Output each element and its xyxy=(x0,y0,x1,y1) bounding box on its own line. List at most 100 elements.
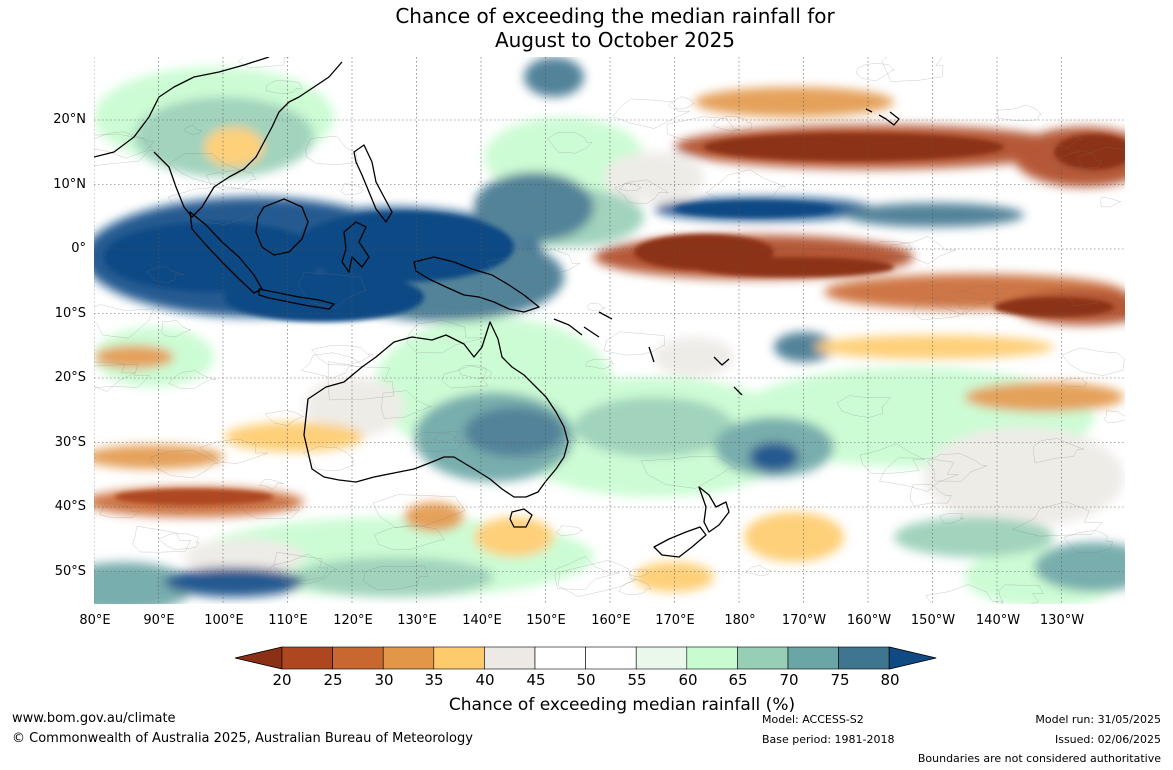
contour-line xyxy=(1066,291,1101,307)
colorbar-swatch xyxy=(737,646,789,670)
contour-line xyxy=(586,302,606,311)
colorbar-swatch xyxy=(585,646,637,670)
contour-line xyxy=(712,116,752,131)
contour-line xyxy=(145,266,184,284)
contour-line xyxy=(910,484,952,507)
colorbar-tick: 25 xyxy=(323,671,343,689)
contour-line xyxy=(94,361,136,392)
map-title: Chance of exceeding the median rainfall … xyxy=(0,4,1173,52)
contour-line xyxy=(1063,530,1114,553)
rainfall-map-canvas xyxy=(94,57,1125,604)
contour-line xyxy=(554,556,620,590)
contour-line xyxy=(614,179,669,205)
lat-label: 10°N xyxy=(53,177,86,192)
contour-line xyxy=(297,272,367,309)
colorbar-tick: 30 xyxy=(374,671,394,689)
base-period: Base period: 1981-2018 xyxy=(762,733,895,746)
contour-line xyxy=(516,249,581,274)
model-name: Model: ACCESS-S2 xyxy=(762,713,864,726)
contour-line xyxy=(1033,438,1084,464)
lon-label: 140°E xyxy=(462,613,502,628)
lat-label: 10°S xyxy=(54,306,86,321)
lat-label: 0° xyxy=(71,241,86,256)
colorbar xyxy=(234,646,937,670)
australia-coastline xyxy=(303,321,569,498)
colorbar-tick: 20 xyxy=(272,671,292,689)
colorbar-tick: 35 xyxy=(424,671,444,689)
colorbar-swatch xyxy=(281,646,333,670)
hawaii-coastline xyxy=(865,108,900,126)
borneo-coastline xyxy=(255,198,309,256)
lon-label: 160°E xyxy=(591,613,631,628)
probability-field xyxy=(94,57,1125,604)
lon-label: 150°E xyxy=(526,613,566,628)
contour-line xyxy=(415,431,464,452)
colorbar-tick: 45 xyxy=(526,671,546,689)
contour-line xyxy=(272,553,337,585)
contour-line xyxy=(618,579,652,595)
contour-line xyxy=(167,186,263,225)
lon-label: 140°W xyxy=(975,613,1021,628)
contour-line xyxy=(1062,347,1125,376)
lon-label: 110°E xyxy=(268,613,308,628)
contour-line xyxy=(666,116,739,142)
contour-line xyxy=(183,124,202,135)
contour-line xyxy=(938,513,964,524)
new-zealand-south-coastline xyxy=(653,526,707,558)
contour-line xyxy=(705,169,786,202)
contour-line xyxy=(328,361,395,401)
colorbar-arrow-high xyxy=(888,646,937,670)
contour-line xyxy=(1011,501,1103,537)
contour-line xyxy=(836,395,892,418)
colorbar-swatch xyxy=(534,646,586,670)
contour-line xyxy=(160,320,191,338)
lat-label: 40°S xyxy=(54,499,86,514)
contour-line xyxy=(432,432,457,443)
website-link[interactable]: www.bom.gov.au/climate xyxy=(12,711,176,726)
contour-line xyxy=(872,241,913,259)
lon-label: 120°E xyxy=(333,613,373,628)
colorbar-tick: 65 xyxy=(728,671,748,689)
java-coastline xyxy=(258,288,335,310)
contour-line xyxy=(406,319,485,354)
colorbar-swatch xyxy=(787,646,839,670)
lon-label: 80°E xyxy=(79,613,111,628)
contour-line xyxy=(264,410,304,426)
colorbar-swatch xyxy=(635,646,688,670)
issued-date: Issued: 02/06/2025 xyxy=(1054,733,1161,746)
contour-line xyxy=(363,565,428,591)
lon-label: 90°E xyxy=(143,613,175,628)
colorbar-tick: 80 xyxy=(880,671,900,689)
lon-label: 170°W xyxy=(781,613,827,628)
tasmania-coastline xyxy=(509,508,533,528)
contour-lines xyxy=(94,57,1125,604)
contour-line xyxy=(509,422,578,458)
contour-line xyxy=(547,132,593,154)
contour-line xyxy=(926,453,988,482)
contour-line xyxy=(879,457,959,492)
contour-line xyxy=(555,525,584,537)
colorbar-tick: 70 xyxy=(779,671,799,689)
graticule xyxy=(94,57,1125,604)
contour-line xyxy=(205,169,257,190)
contour-line xyxy=(640,456,738,489)
lon-label: 170°E xyxy=(655,613,695,628)
colorbar-tick: 60 xyxy=(678,671,698,689)
contour-line xyxy=(859,443,925,474)
contour-line xyxy=(311,345,374,366)
copyright-text: © Commonwealth of Australia 2025, Austra… xyxy=(12,731,473,746)
title-line-2: August to October 2025 xyxy=(494,28,736,52)
lon-label: 150°W xyxy=(910,613,956,628)
contour-line xyxy=(998,584,1044,604)
colorbar-swatch xyxy=(332,646,384,670)
lon-label: 100°E xyxy=(204,613,244,628)
lon-label: 130°W xyxy=(1039,613,1085,628)
contour-line xyxy=(584,359,614,370)
asia-mainland-coastline xyxy=(94,57,343,218)
contour-line xyxy=(381,390,432,419)
contour-line xyxy=(238,57,290,69)
colorbar-title: Chance of exceeding median rainfall (%) xyxy=(448,695,796,715)
contour-line xyxy=(603,331,665,356)
contour-line xyxy=(855,63,895,82)
contour-line xyxy=(1077,147,1125,176)
